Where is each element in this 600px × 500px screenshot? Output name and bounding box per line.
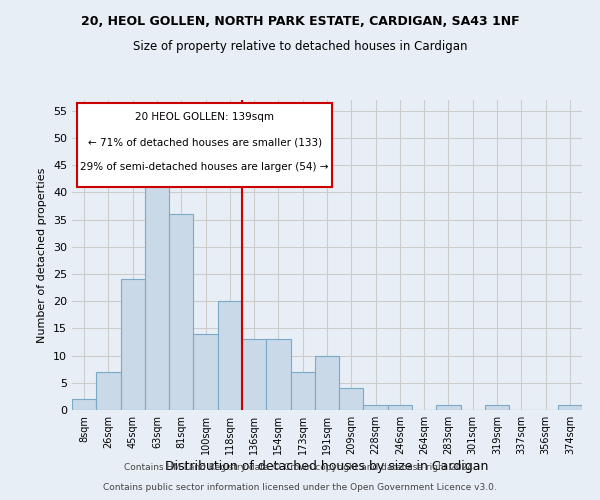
FancyBboxPatch shape [77, 103, 332, 187]
Bar [145, 160, 169, 410]
Text: 29% of semi-detached houses are larger (54) →: 29% of semi-detached houses are larger (… [80, 162, 329, 172]
Text: Size of property relative to detached houses in Cardigan: Size of property relative to detached ho… [133, 40, 467, 53]
Bar [266, 340, 290, 410]
Text: 20, HEOL GOLLEN, NORTH PARK ESTATE, CARDIGAN, SA43 1NF: 20, HEOL GOLLEN, NORTH PARK ESTATE, CARD… [80, 15, 520, 28]
Bar [315, 356, 339, 410]
Bar [96, 372, 121, 410]
Text: Contains HM Land Registry data © Crown copyright and database right 2024.: Contains HM Land Registry data © Crown c… [124, 464, 476, 472]
Bar [485, 404, 509, 410]
Bar [558, 404, 582, 410]
X-axis label: Distribution of detached houses by size in Cardigan: Distribution of detached houses by size … [166, 460, 488, 473]
Bar [388, 404, 412, 410]
Text: Contains public sector information licensed under the Open Government Licence v3: Contains public sector information licen… [103, 484, 497, 492]
Bar [290, 372, 315, 410]
Bar [364, 404, 388, 410]
Bar [339, 388, 364, 410]
Bar [121, 280, 145, 410]
Bar [436, 404, 461, 410]
Y-axis label: Number of detached properties: Number of detached properties [37, 168, 47, 342]
Text: ← 71% of detached houses are smaller (133): ← 71% of detached houses are smaller (13… [88, 137, 322, 147]
Bar [72, 399, 96, 410]
Text: 20 HEOL GOLLEN: 139sqm: 20 HEOL GOLLEN: 139sqm [135, 112, 274, 122]
Bar [193, 334, 218, 410]
Bar [218, 301, 242, 410]
Bar [169, 214, 193, 410]
Bar [242, 340, 266, 410]
